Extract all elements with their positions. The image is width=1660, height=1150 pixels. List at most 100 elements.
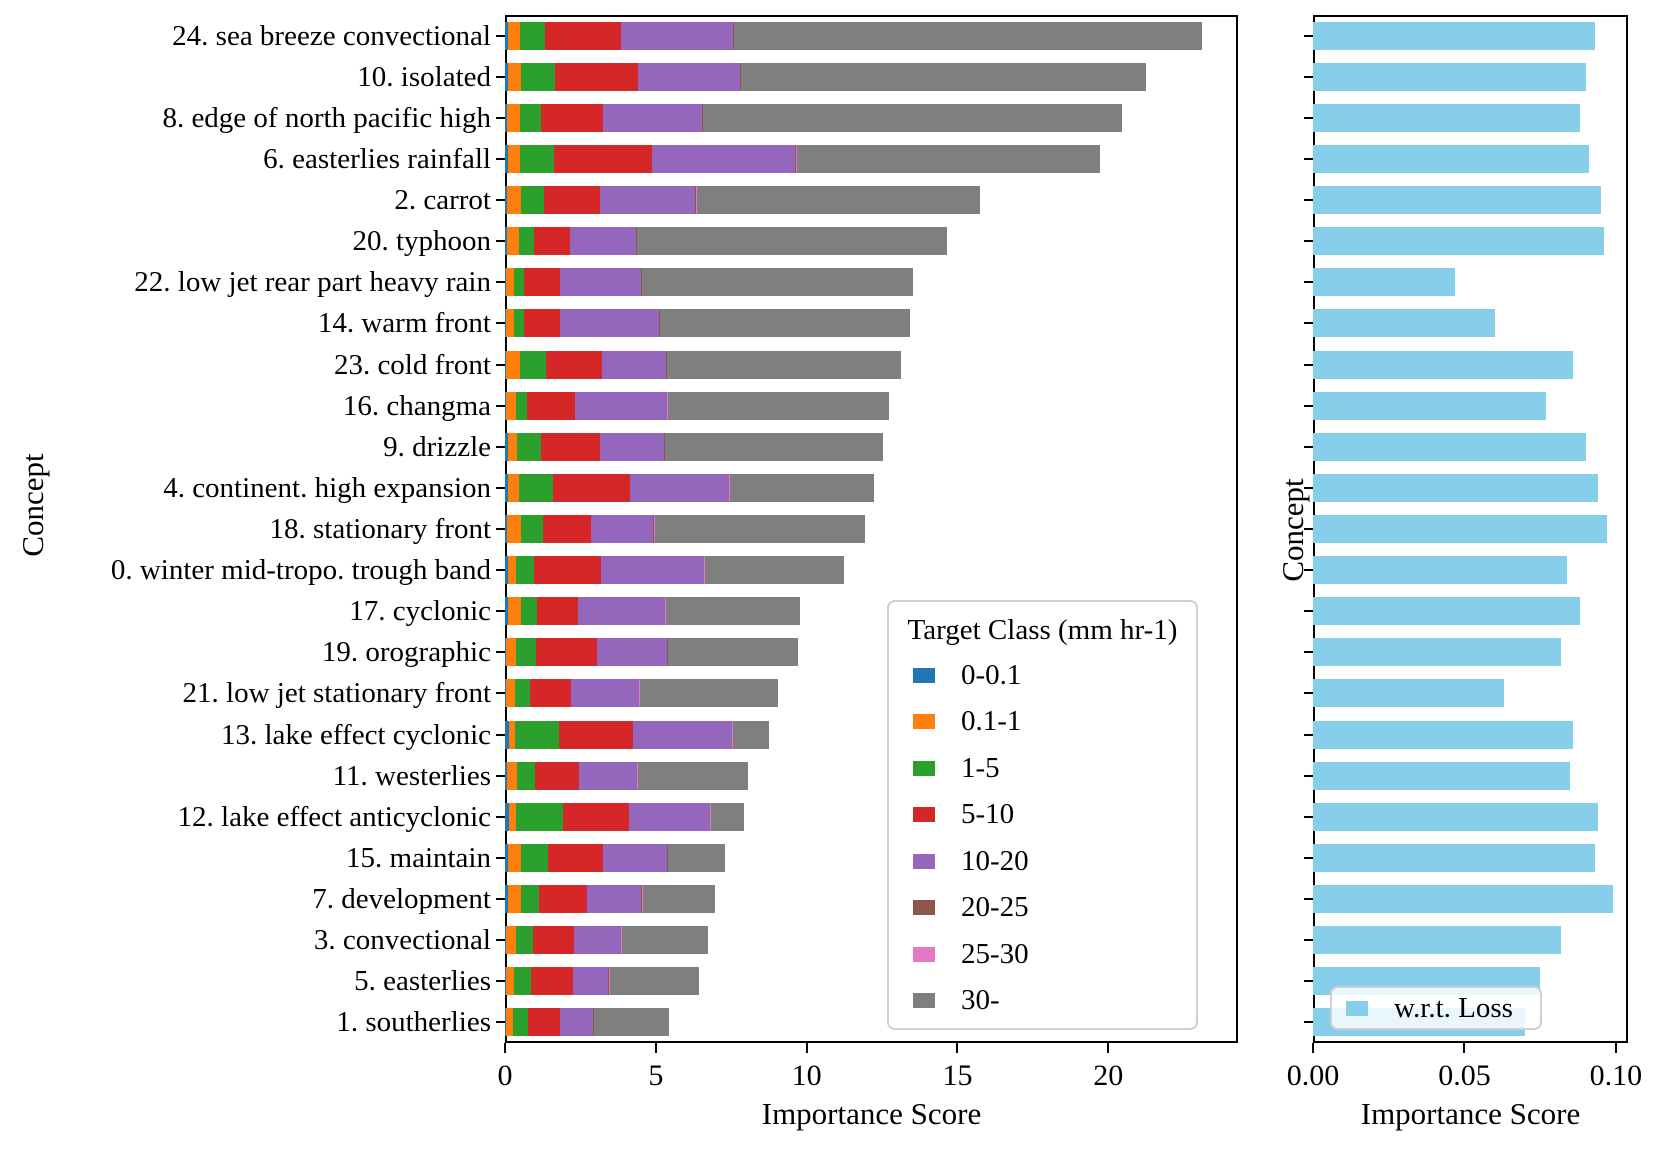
legend-entry-5-10: 5-10	[899, 792, 1186, 839]
y-tick	[1304, 363, 1313, 366]
bar-segment-0-0-1	[505, 597, 509, 626]
bar-segment-0-1-1	[505, 268, 515, 297]
bar-segment-0-1-1	[508, 843, 521, 872]
legend-entry-0-0-1: 0-0.1	[899, 652, 1186, 699]
bar-segment-20-25	[731, 720, 733, 749]
y-tick	[496, 898, 505, 901]
bar-segment-1-5	[512, 1008, 528, 1037]
bar-segment-30-	[741, 62, 1146, 91]
bar-segment-30-	[637, 227, 947, 256]
bar-segment-10-20	[587, 885, 642, 914]
bar-segment-30-	[639, 679, 778, 708]
concept-tick-label: 17. cyclonic	[349, 595, 491, 628]
bar-segment-10-20	[574, 391, 667, 420]
y-tick	[496, 322, 505, 325]
bar-segment-5-10	[558, 720, 633, 749]
bar-segment-1-5	[520, 597, 538, 626]
bar-segment-10-20	[600, 556, 704, 585]
bar-segment-0-0-1	[505, 515, 508, 543]
concept-tick-label: 21. low jet stationary front	[182, 677, 491, 710]
bar-segment-5-10	[534, 227, 571, 256]
bar-segment-25-30	[659, 309, 661, 338]
bar-segment-25-30	[639, 679, 640, 708]
bar-segment-10-20	[573, 926, 621, 955]
bar-segment-10-20	[638, 62, 741, 91]
bar-segment-0-0-1	[505, 186, 507, 215]
y-tick	[496, 815, 505, 818]
bar-segment-0-1-1	[508, 556, 517, 585]
bar-segment-1-5	[516, 802, 563, 831]
bar-segment-20-25	[703, 556, 705, 585]
bar-segment-10-20	[570, 227, 636, 256]
y-tick	[1304, 116, 1313, 119]
loss-legend-label: w.r.t. Loss	[1394, 991, 1513, 1024]
target-class-legend-title: Target Class (mm hr-1)	[907, 614, 1178, 646]
x-tick	[1107, 1043, 1110, 1053]
bar-segment-10-20	[602, 350, 667, 379]
x-tick-label: 0.10	[1589, 1059, 1643, 1092]
x-tick-label: 10	[791, 1059, 822, 1092]
bar-segment-w-r-t-loss	[1313, 515, 1607, 543]
y-tick	[1304, 240, 1313, 243]
bar-segment-0-1-1	[507, 761, 518, 790]
bar-segment-20-25	[728, 473, 730, 502]
bar-segment-0-0-1	[505, 1008, 506, 1037]
bar-segment-5-10	[548, 843, 604, 872]
bar-segment-20-25	[667, 843, 668, 872]
bar-segment-20-25	[641, 268, 642, 297]
bar-segment-5-10	[533, 926, 574, 955]
concept-tick-label: 11. westerlies	[332, 759, 491, 792]
bar-segment-0-1-1	[505, 679, 515, 708]
bar-segment-5-10	[524, 268, 560, 297]
bar-segment-20-25	[653, 515, 654, 543]
bar-segment-5-10	[537, 597, 578, 626]
x-tick-label: 0.00	[1286, 1059, 1340, 1092]
bar-segment-25-30	[666, 350, 668, 379]
y-tick	[1304, 610, 1313, 613]
bar-segment-w-r-t-loss	[1313, 268, 1456, 297]
bar-segment-1-5	[520, 843, 549, 872]
y-tick	[496, 281, 505, 284]
bar-segment-20-25	[659, 309, 660, 338]
bar-segment-w-r-t-loss	[1313, 556, 1568, 585]
y-tick	[496, 774, 505, 777]
legend-swatch	[913, 667, 935, 683]
bar-segment-1-5	[520, 62, 555, 91]
bar-segment-25-30	[710, 802, 711, 831]
y-tick	[1304, 34, 1313, 37]
bar-segment-0-0-1	[505, 885, 509, 914]
bar-segment-5-10	[524, 309, 560, 338]
bar-segment-0-0-1	[505, 432, 509, 461]
legend-entry-label: 25-30	[961, 937, 1029, 970]
y-tick	[496, 980, 505, 983]
bar-segment-30-	[637, 761, 748, 790]
bar-segment-w-r-t-loss	[1313, 186, 1601, 215]
bar-segment-0-1-1	[505, 1008, 513, 1037]
concept-tick-label: 24. sea breeze convectional	[172, 19, 491, 52]
bar-segment-1-5	[520, 186, 544, 215]
right-xaxis-label: Importance Score	[1360, 1096, 1581, 1131]
y-tick	[1304, 651, 1313, 654]
concept-tick-label: 9. drizzle	[383, 430, 491, 463]
bar-segment-25-30	[667, 391, 668, 420]
y-tick	[1304, 898, 1313, 901]
stacked-importance-chart-plot-area	[505, 15, 1238, 1043]
legend-swatch	[913, 900, 935, 916]
bar-segment-20-25	[641, 885, 642, 914]
bar-segment-1-5	[516, 926, 534, 955]
bar-segment-w-r-t-loss	[1313, 144, 1589, 173]
bar-segment-5-10	[530, 967, 573, 996]
bar-segment-20-25	[740, 62, 741, 91]
bar-segment-1-5	[517, 761, 536, 790]
bar-segment-5-10	[543, 515, 592, 543]
bar-segment-30-	[665, 597, 800, 626]
y-tick	[496, 34, 505, 37]
concept-tick-label: 14. warm front	[317, 307, 491, 340]
bar-segment-0-1-1	[505, 309, 515, 338]
bar-segment-20-25	[636, 761, 638, 790]
y-tick	[496, 75, 505, 78]
bar-segment-25-30	[593, 1008, 595, 1037]
bar-segment-0-1-1	[505, 391, 516, 420]
y-tick	[496, 240, 505, 243]
